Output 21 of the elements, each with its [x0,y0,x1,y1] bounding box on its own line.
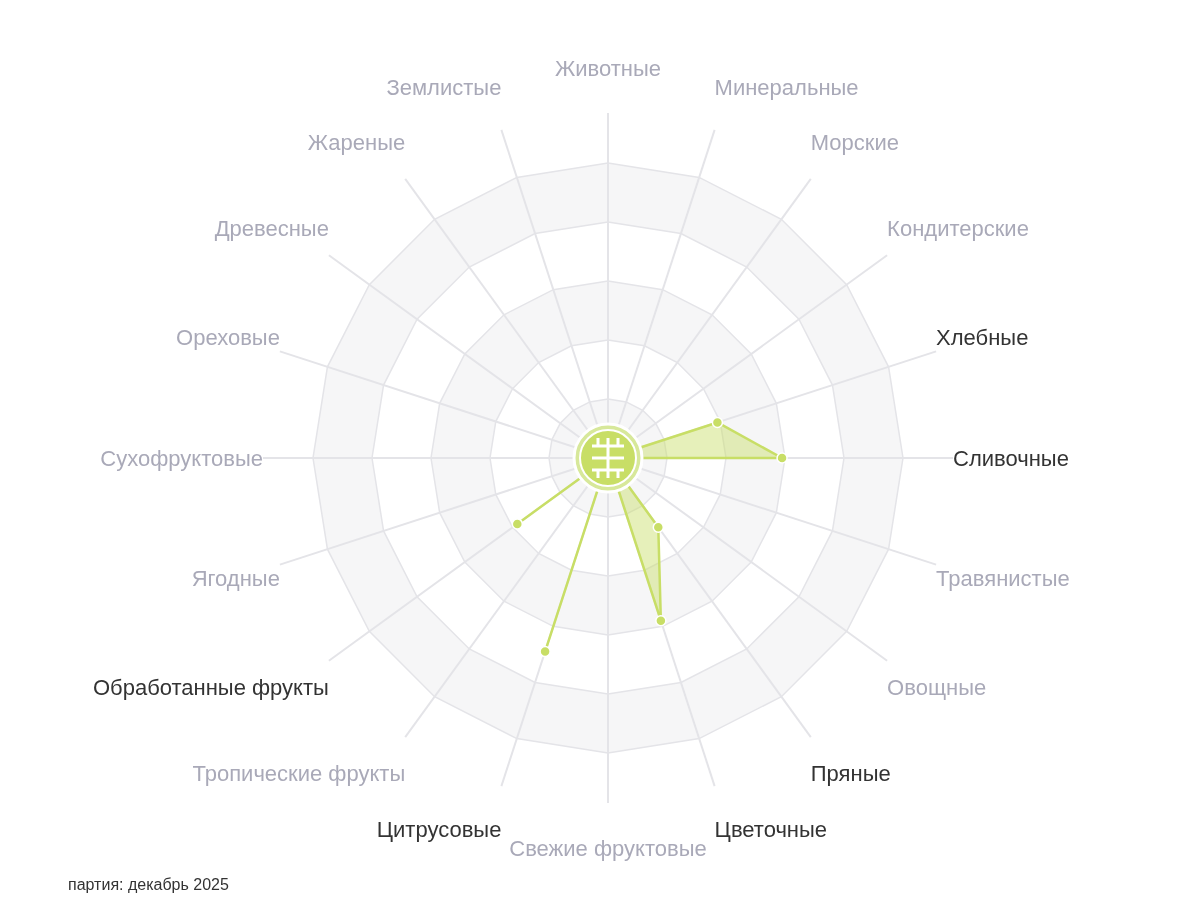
spoke-label: Цитрусовые [376,816,502,842]
spoke-label: Жареные [307,130,406,156]
spoke-label: Землистые [386,74,502,100]
spoke-label: Ореховые [176,325,280,351]
spoke-label: Травянистые [936,566,1070,592]
spoke-label: Древесные [214,216,329,242]
spoke-label: Пряные [810,761,891,787]
spoke-label: Свежие фруктовые [509,835,707,861]
spoke-label: Кондитерские [887,216,1029,242]
spoke-label: Животные [554,55,662,81]
spoke-label: Обработанные фрукты [92,674,329,700]
spoke-label: Сливочные [953,445,1069,471]
spoke-label: Сухофруктовые [100,445,263,471]
spoke-label: Тропические фрукты [192,761,406,787]
text: партия: декабрь 2025 [68,876,229,893]
spoke-label: Хлебные [936,325,1029,351]
spoke-label: Ягодные [191,566,280,592]
spoke-label: Морские [810,130,899,156]
spoke-label: Минеральные [714,74,859,100]
spoke-label: Цветочные [714,816,828,842]
spoke-label: Овощные [887,674,987,700]
